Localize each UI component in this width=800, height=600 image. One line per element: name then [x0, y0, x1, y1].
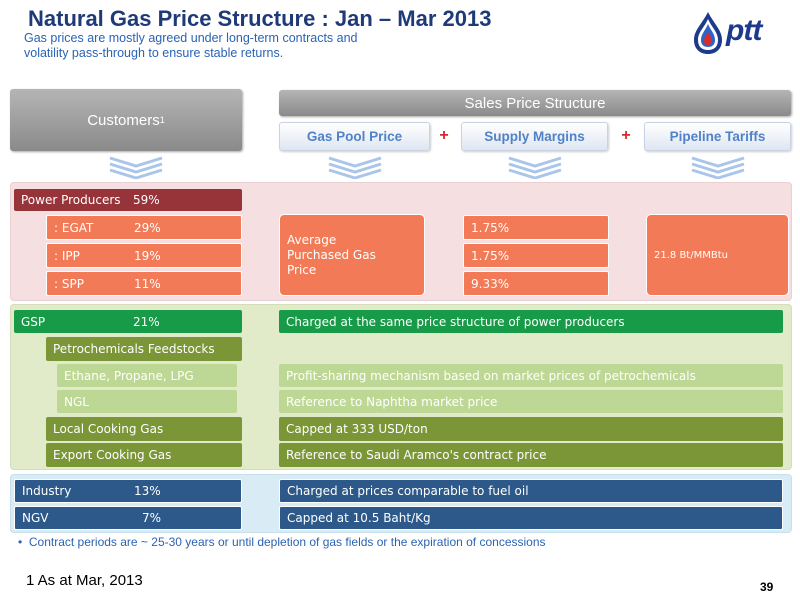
egat-pct: 29%: [134, 220, 161, 235]
pipeline-tariffs-label: Pipeline Tariffs: [669, 129, 766, 144]
local-cooking-gas-row: Local Cooking Gas: [46, 417, 242, 441]
power-producers-label: Power Producers: [21, 193, 121, 207]
ngv-pct: 7%: [142, 511, 162, 525]
pipeline-tariffs-header: Pipeline Tariffs: [644, 122, 791, 151]
plus-sign-2: +: [621, 127, 631, 144]
ethane-propane-lpg-label: Ethane, Propane, LPG: [64, 368, 194, 383]
ethane-description: Profit-sharing mechanism based on market…: [286, 368, 696, 383]
average-purchased-gas-price-text: Average Purchased Gas Price: [287, 232, 376, 277]
spp-pct: 11%: [134, 276, 161, 291]
egat-margin-value: 1.75%: [471, 220, 510, 235]
gsp-description-box: Charged at the same price structure of p…: [279, 310, 783, 333]
industry-row: Industry 13%: [14, 479, 242, 503]
local-cooking-gas-label: Local Cooking Gas: [53, 422, 164, 436]
customers-header: Customers 1: [10, 89, 242, 151]
chevron-down-icon: [508, 156, 562, 179]
gas-pool-price-header: Gas Pool Price: [279, 122, 430, 151]
bullet-dot-icon: •: [18, 535, 23, 549]
gas-pool-price-label: Gas Pool Price: [306, 129, 403, 144]
pipeline-tariff-box: 21.8 Bt/MMBtu: [646, 214, 789, 296]
ngl-label: NGL: [64, 394, 89, 409]
supply-margins-header: Supply Margins: [461, 122, 608, 151]
ngv-description-box: Capped at 10.5 Baht/Kg: [279, 506, 783, 530]
industry-description: Charged at prices comparable to fuel oil: [287, 484, 529, 498]
plus-sign-1: +: [439, 127, 449, 144]
local-cooking-gas-description-box: Capped at 333 USD/ton: [279, 417, 783, 441]
supply-margins-label: Supply Margins: [484, 129, 585, 144]
average-purchased-gas-price-box: Average Purchased Gas Price: [279, 214, 425, 296]
export-cooking-gas-row: Export Cooking Gas: [46, 443, 242, 467]
industry-description-box: Charged at prices comparable to fuel oil: [279, 479, 783, 503]
flame-drop-icon: [694, 12, 722, 54]
ipp-label: : IPP: [54, 248, 80, 263]
gsp-description: Charged at the same price structure of p…: [286, 314, 625, 329]
spp-label: : SPP: [54, 276, 84, 291]
gsp-pct: 21%: [133, 314, 160, 329]
sales-price-structure-label: Sales Price Structure: [464, 94, 606, 112]
export-cooking-gas-description: Reference to Saudi Aramco's contract pri…: [286, 448, 547, 462]
page-title: Natural Gas Price Structure : Jan – Mar …: [28, 6, 492, 31]
logo-text: ptt: [726, 14, 762, 47]
page-subtitle: Gas prices are mostly agreed under long-…: [24, 31, 358, 60]
chevron-down-icon: [691, 156, 745, 179]
ipp-margin-box: 1.75%: [463, 243, 609, 268]
chevron-down-icon: [109, 156, 163, 179]
pipeline-tariff-value: 21.8 Bt/MMBtu: [654, 249, 728, 261]
industry-pct: 13%: [134, 484, 161, 498]
local-cooking-gas-description: Capped at 333 USD/ton: [286, 422, 428, 436]
ngv-label: NGV: [22, 511, 49, 525]
page-number: 39: [760, 580, 774, 594]
spp-margin-box: 9.33%: [463, 271, 609, 296]
petrochemicals-feedstocks-row: Petrochemicals Feedstocks: [46, 337, 242, 361]
sales-price-structure-header: Sales Price Structure: [279, 90, 791, 116]
egat-margin-box: 1.75%: [463, 215, 609, 240]
power-producers-pct: 59%: [133, 193, 160, 207]
ngl-description-box: Reference to Naphtha market price: [279, 390, 783, 413]
customers-footnote-mark: 1: [159, 115, 165, 125]
ipp-row: : IPP 19%: [46, 243, 242, 268]
petrochemicals-feedstocks-label: Petrochemicals Feedstocks: [53, 342, 215, 356]
ngl-row: NGL: [57, 390, 237, 413]
gsp-row: GSP 21%: [14, 310, 242, 333]
contract-period-bullet: • Contract periods are ~ 25-30 years or …: [18, 535, 546, 549]
spp-row: : SPP 11%: [46, 271, 242, 296]
industry-label: Industry: [22, 484, 72, 498]
customers-label: Customers: [87, 111, 160, 129]
gsp-label: GSP: [21, 314, 46, 329]
ethane-propane-lpg-row: Ethane, Propane, LPG: [57, 364, 237, 387]
chevron-down-icon: [328, 156, 382, 179]
ngl-description: Reference to Naphtha market price: [286, 394, 498, 409]
spp-margin-value: 9.33%: [471, 276, 510, 291]
ngv-row: NGV 7%: [14, 506, 242, 530]
footnote: 1 As at Mar, 2013: [26, 572, 143, 589]
ptt-logo: ptt: [690, 10, 790, 56]
ngv-description: Capped at 10.5 Baht/Kg: [287, 511, 431, 525]
power-producers-row: Power Producers 59%: [14, 189, 242, 211]
egat-row: : EGAT 29%: [46, 215, 242, 240]
export-cooking-gas-label: Export Cooking Gas: [53, 448, 172, 462]
ipp-margin-value: 1.75%: [471, 248, 510, 263]
ethane-description-box: Profit-sharing mechanism based on market…: [279, 364, 783, 387]
egat-label: : EGAT: [54, 220, 94, 235]
export-cooking-gas-description-box: Reference to Saudi Aramco's contract pri…: [279, 443, 783, 467]
bullet-text: Contract periods are ~ 25-30 years or un…: [28, 535, 546, 549]
ipp-pct: 19%: [134, 248, 161, 263]
